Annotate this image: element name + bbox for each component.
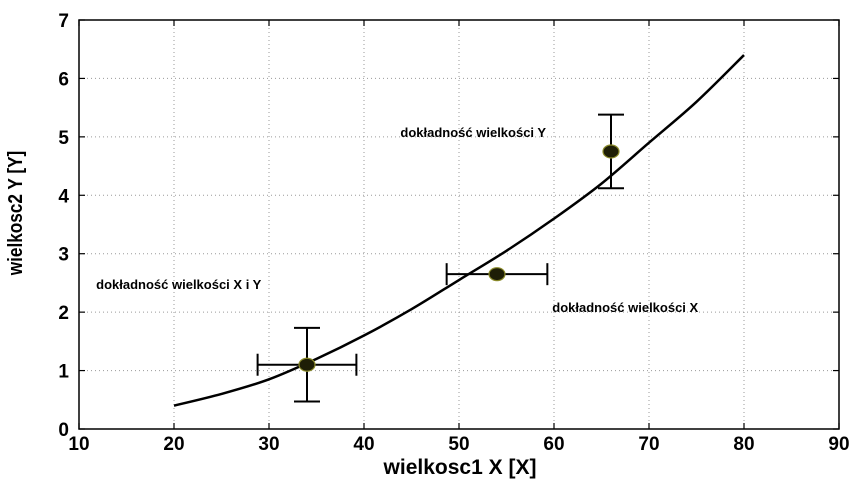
annotation-label: dokładność wielkości X	[552, 300, 698, 315]
x-tick-label: 10	[68, 434, 89, 455]
y-tick-label: 2	[58, 303, 69, 324]
x-tick-label: 60	[543, 434, 564, 455]
annotations: dokładność wielkości X i Y dokładność wie…	[96, 125, 698, 315]
grid	[79, 20, 839, 429]
x-tick-label: 50	[448, 434, 469, 455]
x-axis-label: wielkosc1 X [X]	[383, 456, 537, 479]
annotation-label: dokładność wielkości Y	[400, 125, 546, 140]
x-tick-label: 70	[638, 434, 659, 455]
x-tick-label: 90	[828, 434, 849, 455]
annotation-label: dokładność wielkości X i Y	[96, 277, 262, 292]
x-tick-label: 80	[733, 434, 754, 455]
data-point-marker	[488, 267, 506, 282]
y-tick-label: 4	[58, 186, 69, 207]
y-tick-label: 3	[58, 245, 69, 266]
y-tick-labels: 0 1 2 3 4 5 6 7	[58, 11, 839, 441]
y-axis-label: wielkosc2 Y [Y]	[4, 151, 27, 276]
data-point-marker	[298, 357, 316, 372]
data-points	[256, 113, 624, 403]
y-tick-label: 0	[58, 420, 69, 441]
data-point-group	[256, 326, 358, 403]
x-tick-label: 40	[353, 434, 374, 455]
data-point-group	[598, 113, 624, 190]
x-tick-label: 30	[258, 434, 279, 455]
x-tick-label: 20	[163, 434, 184, 455]
y-tick-label: 7	[58, 11, 69, 32]
y-tick-label: 5	[58, 128, 69, 149]
data-point-marker	[602, 144, 620, 159]
x-tick-labels: 10 20 30 40 50 60 70 80 90	[68, 20, 850, 455]
y-tick-label: 6	[58, 69, 69, 90]
y-tick-label: 1	[58, 362, 69, 383]
data-point-group	[445, 263, 549, 286]
fit-curve	[173, 54, 745, 407]
